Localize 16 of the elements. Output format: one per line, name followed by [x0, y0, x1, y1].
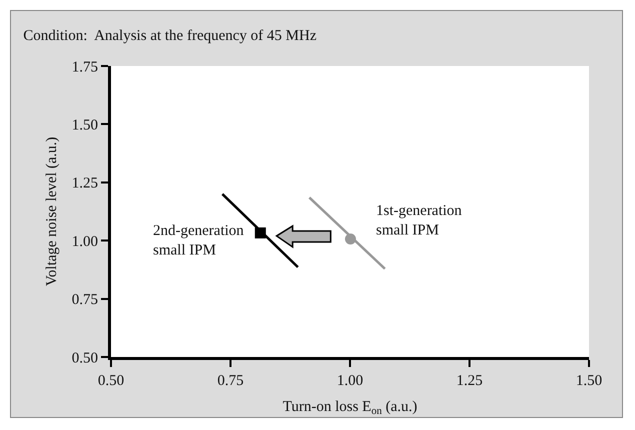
chart-title: Condition: Analysis at the frequency of 45 MHz: [23, 28, 317, 44]
y-tick-label: 1.75: [72, 59, 98, 76]
y-tick-label: 0.50: [72, 350, 98, 366]
x-tick-label: 1.00: [336, 373, 364, 389]
y-tick-label: 0.75: [72, 292, 98, 308]
x-axis-title: Turn-on loss E$_{on}$ (a.u.): [282, 398, 418, 417]
y-axis-title: Voltage noise level (a.u.): [44, 136, 60, 286]
x-tick-label: 0.50: [98, 373, 124, 389]
y-tick-label: 1.25: [72, 176, 98, 192]
annotation: 1st-generation small IPM: [376, 203, 462, 238]
y-tick-label: 1.50: [72, 117, 98, 134]
annotation: 2nd-generation small IPM: [153, 223, 244, 258]
x-tick-label: 0.75: [217, 373, 244, 389]
x-tick-label: 1.50: [576, 373, 602, 389]
y-tick-label: 1.00: [72, 234, 98, 250]
x-tick-label: 1.25: [456, 373, 483, 389]
